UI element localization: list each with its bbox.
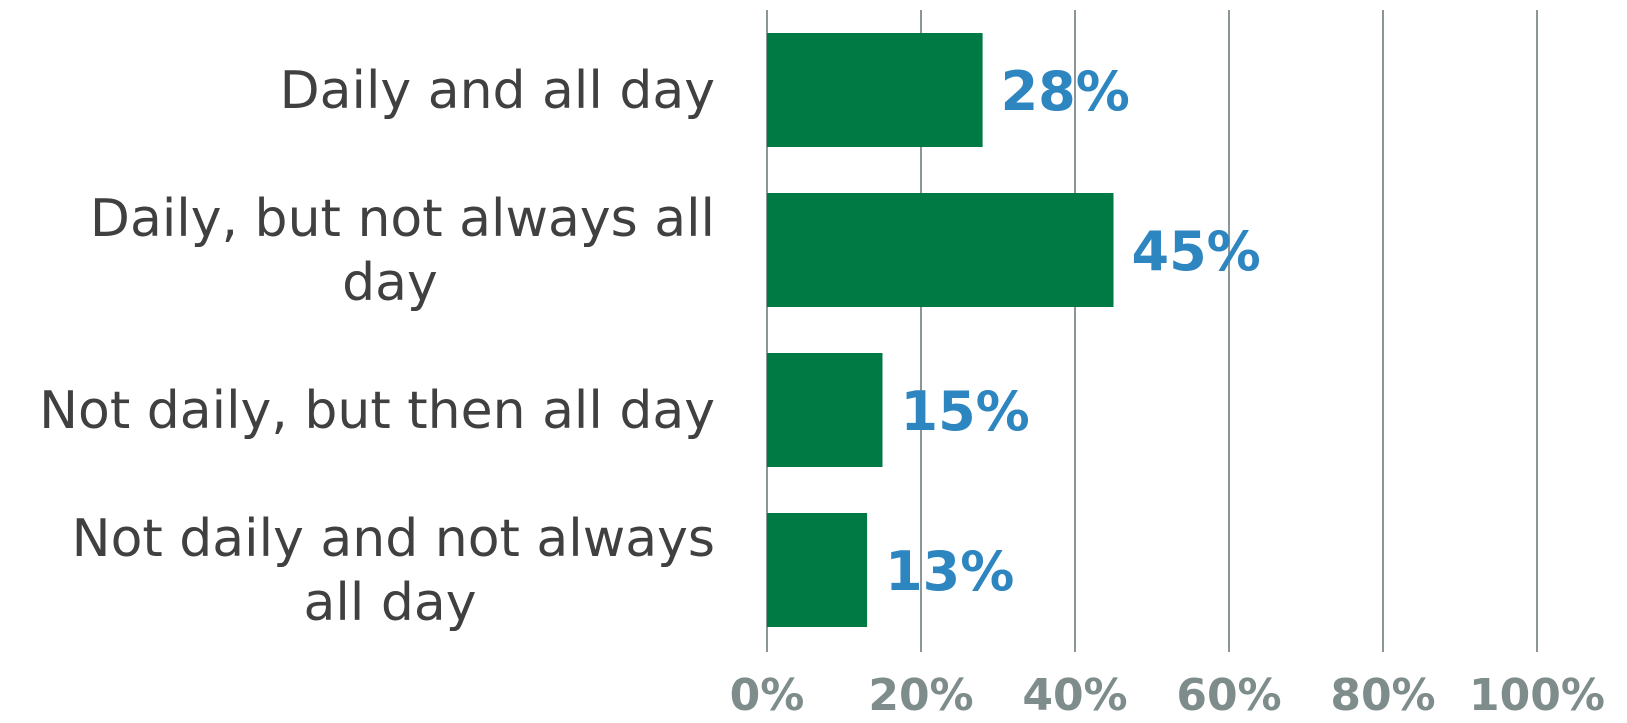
x-axis-tick-labels: 0% 20% 40% 60% 80% 100% [730, 670, 1605, 721]
x-tick-label: 60% [1176, 670, 1281, 721]
x-tick-label: 40% [1022, 670, 1127, 721]
category-label: day [342, 253, 438, 313]
x-tick-label: 100% [1469, 670, 1605, 721]
x-tick-label: 0% [730, 670, 805, 721]
category-labels: Daily and all day Daily, but not always a… [39, 61, 715, 633]
bar [767, 33, 983, 147]
value-label: 13% [885, 540, 1014, 603]
value-label: 28% [1001, 60, 1130, 123]
value-label: 45% [1132, 220, 1261, 283]
value-labels: 28% 45% 15% 13% [885, 60, 1261, 603]
value-label: 15% [901, 380, 1030, 443]
category-label: Daily, but not always all [90, 189, 715, 249]
category-label: Not daily, but then all day [39, 381, 715, 441]
bars [767, 33, 1114, 627]
category-label: Not daily and not always [72, 509, 715, 569]
bar [767, 513, 868, 627]
category-label: Daily and all day [280, 61, 715, 121]
category-label: all day [304, 573, 477, 633]
x-tick-label: 80% [1330, 670, 1435, 721]
bar [767, 193, 1114, 307]
bar [767, 353, 883, 467]
x-tick-label: 20% [868, 670, 973, 721]
